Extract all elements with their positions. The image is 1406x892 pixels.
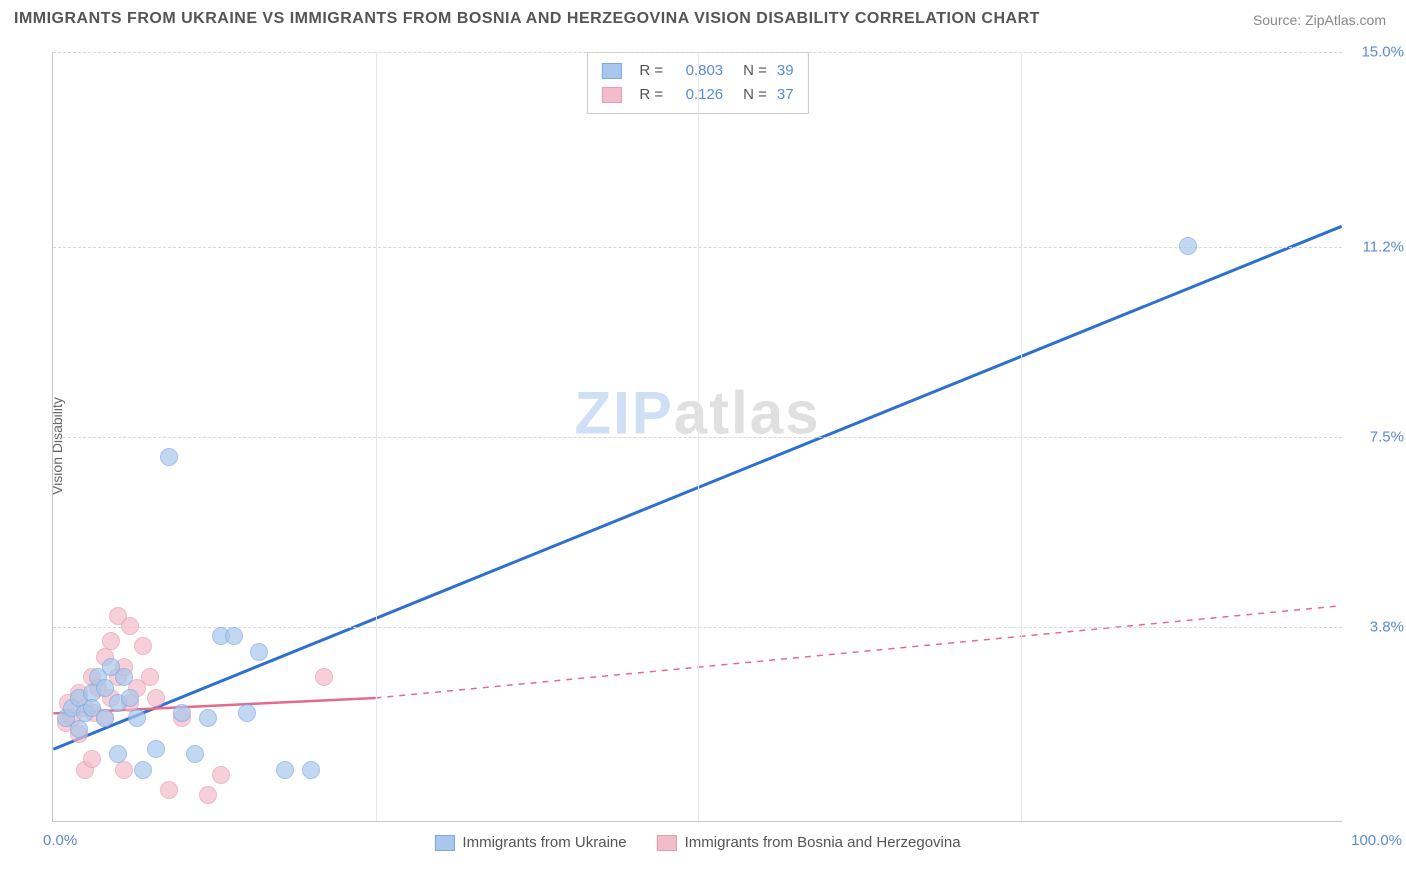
scatter-point-series2 [115,761,133,779]
chart-title: IMMIGRANTS FROM UKRAINE VS IMMIGRANTS FR… [14,10,1040,28]
r-label: R = [639,83,663,107]
swatch-series2 [601,87,621,103]
y-tick-label: 15.0% [1361,44,1404,61]
n-label: N = [743,83,767,107]
gridline-v [1021,52,1022,821]
swatch-series2-x [657,835,677,851]
n-value-series1: 39 [777,59,794,83]
scatter-point-series1 [109,745,127,763]
scatter-point-series1 [238,704,256,722]
y-tick-label: 11.2% [1363,239,1404,256]
x-legend-item-2: Immigrants from Bosnia and Herzegovina [657,834,961,851]
scatter-point-series2 [102,632,120,650]
scatter-point-series1 [160,448,178,466]
x-legend-label-2: Immigrants from Bosnia and Herzegovina [685,834,961,851]
x-tick-label: 0.0% [43,832,77,849]
scatter-point-series1 [186,745,204,763]
gridline-v [698,52,699,821]
scatter-point-series1 [147,740,165,758]
scatter-point-series2 [121,617,139,635]
x-tick-label: 100.0% [1351,832,1402,849]
scatter-point-series2 [160,781,178,799]
n-label: N = [743,59,767,83]
swatch-series1-x [434,835,454,851]
r-value-series1: 0.803 [669,59,723,83]
scatter-point-series1 [250,643,268,661]
scatter-point-series2 [134,637,152,655]
scatter-point-series1 [96,709,114,727]
y-tick-label: 7.5% [1370,429,1404,446]
swatch-series1 [601,63,621,79]
scatter-point-series2 [83,750,101,768]
chart-plot-area: ZIPatlas R = 0.803 N = 39 R = 0.126 N = … [52,52,1342,822]
scatter-point-series1 [276,761,294,779]
scatter-point-series1 [96,679,114,697]
gridline-v [376,52,377,821]
scatter-point-series2 [212,766,230,784]
x-axis-legend: Immigrants from Ukraine Immigrants from … [434,834,960,851]
scatter-point-series2 [315,668,333,686]
scatter-point-series1 [173,704,191,722]
scatter-point-series1 [70,720,88,738]
y-tick-label: 3.8% [1370,618,1404,635]
scatter-point-series1 [1179,237,1197,255]
scatter-point-series1 [115,668,133,686]
r-label: R = [639,59,663,83]
scatter-point-series1 [134,761,152,779]
scatter-point-series2 [199,786,217,804]
scatter-point-series1 [199,709,217,727]
x-legend-item-1: Immigrants from Ukraine [434,834,626,851]
scatter-point-series2 [141,668,159,686]
scatter-point-series1 [302,761,320,779]
source-attribution: Source: ZipAtlas.com [1253,12,1386,28]
scatter-point-series2 [147,689,165,707]
scatter-point-series1 [121,689,139,707]
scatter-point-series1 [225,627,243,645]
r-value-series2: 0.126 [669,83,723,107]
scatter-point-series1 [128,709,146,727]
n-value-series2: 37 [777,83,794,107]
trend-line [375,606,1341,698]
x-legend-label-1: Immigrants from Ukraine [462,834,626,851]
